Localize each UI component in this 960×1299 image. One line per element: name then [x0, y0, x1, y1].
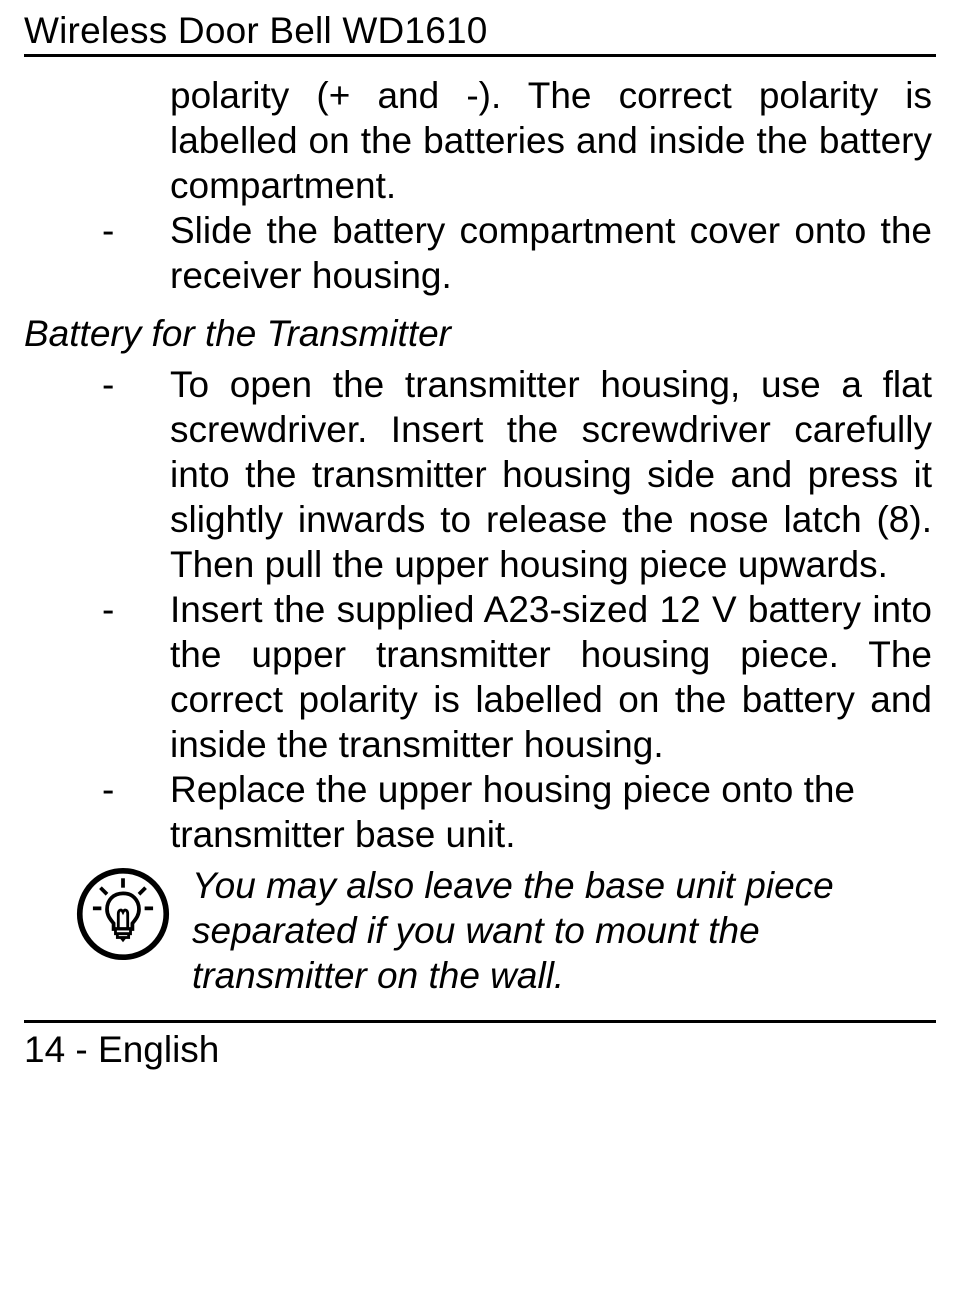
bullet-dash: -: [24, 208, 170, 253]
section-heading: Battery for the Transmitter: [24, 310, 936, 358]
tip-text: You may also leave the base unit piece s…: [180, 863, 936, 998]
bullet-text: Insert the supplied A23-sized 12 V batte…: [170, 587, 936, 767]
bullet-text: Replace the upper housing piece onto the…: [170, 767, 936, 857]
bullet-dash: -: [24, 587, 170, 632]
page-footer: 14 - English: [24, 1023, 936, 1071]
bullet-text: Slide the battery compartment cover onto…: [170, 208, 936, 298]
page-title: Wireless Door Bell WD1610: [24, 10, 936, 52]
bullet-dash: -: [24, 767, 170, 812]
list-item: - Insert the supplied A23-sized 12 V bat…: [24, 587, 936, 767]
list-item: - Slide the battery compartment cover on…: [24, 208, 936, 298]
bullet-text: To open the transmitter housing, use a f…: [170, 362, 936, 587]
header-rule: [24, 54, 936, 57]
intro-continuation-text: polarity (+ and -). The correct polarity…: [24, 73, 936, 208]
list-item: - Replace the upper housing piece onto t…: [24, 767, 936, 857]
list-item: - To open the transmitter housing, use a…: [24, 362, 936, 587]
tip-note: You may also leave the base unit piece s…: [24, 863, 936, 998]
bullet-dash: -: [24, 362, 170, 407]
lightbulb-tip-icon: [76, 863, 180, 966]
